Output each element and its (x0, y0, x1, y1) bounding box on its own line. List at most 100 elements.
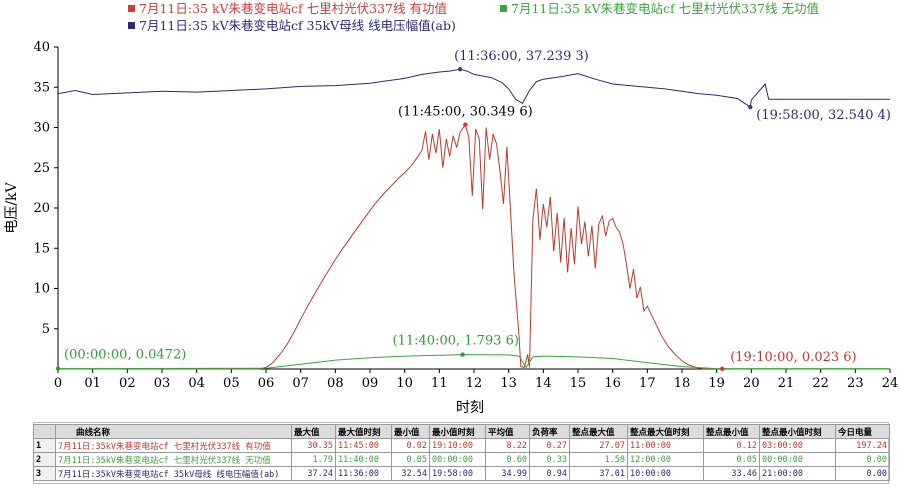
table-row[interactable]: 3 7月11日:35kV朱巷变电站cf 35kV母线 线电压幅值(ab) 37.24… (33, 466, 890, 481)
legend-swatch-line-voltage (128, 22, 135, 29)
table-cell: 0.33 (529, 452, 570, 467)
annotation-label: (11:45:00, 30.349 6) (398, 105, 533, 120)
curve-name-cell: 7月11日:35kV朱巷变电站cf 七里村光伏337线 无功值 (55, 452, 292, 467)
y-tick-label: 35 (33, 80, 50, 95)
annotations: (11:36:00, 37.239 3) (11:45:00, 30.349 6)… (55, 49, 891, 372)
x-tick-label: 16 (604, 376, 621, 391)
row-index: 3 (33, 466, 56, 481)
table-cell: 03:00:00 (759, 438, 836, 453)
annotation-label: (11:36:00, 37.239 3) (454, 49, 589, 64)
legend-swatch-active-power (128, 5, 135, 12)
table-cell: 11:40:00 (335, 452, 392, 467)
legend-swatch-reactive-power (500, 5, 507, 12)
annotation-marker (457, 67, 463, 72)
x-tick-label: 20 (743, 376, 760, 391)
table-cell: 0.27 (529, 438, 570, 453)
x-tick-label: 13 (500, 376, 517, 391)
table-cell: 0.94 (529, 466, 570, 481)
x-tick-label: 02 (119, 376, 136, 391)
x-tick-label: 06 (258, 376, 275, 391)
table-cell: 32.54 (391, 466, 430, 481)
x-tick-label: 01 (84, 376, 101, 391)
x-tick-label: 08 (327, 376, 344, 391)
x-tick-label: 03 (154, 376, 171, 391)
table-cell: 8.22 (485, 438, 530, 453)
table-cell: 11:45:00 (335, 438, 392, 453)
x-tick-label: 14 (535, 376, 552, 391)
annotation-marker (720, 366, 725, 372)
x-tick-label: 0 (54, 376, 62, 391)
x-tick-label: 11 (431, 376, 448, 391)
annotation-marker (463, 122, 468, 127)
curve-name-cell: 7月11日:35kV朱巷变电站cf 七里村光伏337线 有功值 (55, 438, 292, 453)
x-tick-label: 05 (223, 376, 240, 391)
table-header-cell: 整点最小值 (703, 424, 760, 439)
annotation-label: (19:58:00, 32.540 4) (756, 108, 891, 123)
table-header-cell: 最大值时刻 (335, 424, 392, 439)
x-tick-label: 04 (188, 376, 205, 391)
y-tick-label: 5 (42, 322, 50, 337)
annotation-marker (460, 352, 465, 357)
table-header-cell: 曲线名称 (55, 424, 292, 439)
x-ticks: 0 01 02 03 04 05 06 07 08 09 10 11 12 13 14 15 16 17 18 19 2… (54, 369, 898, 391)
legend-label-line-voltage: 7月11日:35 kV朱巷变电站cf 35kV母线 线电压幅值(ab) (139, 18, 456, 33)
row-index: 1 (33, 438, 56, 453)
table-cell: 37.01 (569, 466, 628, 481)
table-header-cell: 平均值 (485, 424, 530, 439)
table-cell: 0.60 (485, 452, 530, 467)
table-header-cell (33, 424, 56, 439)
table-cell: 0.00 (835, 466, 890, 481)
table-cell: 197.24 (835, 438, 890, 453)
x-tick-label: 17 (639, 376, 656, 391)
table-row[interactable]: 1 7月11日:35kV朱巷变电站cf 七里村光伏337线 有功值 30.35 11:… (33, 438, 890, 453)
y-tick-label: 10 (33, 282, 50, 297)
table-cell: 19:58:00 (429, 466, 486, 481)
table-cell: 1.79 (291, 452, 336, 467)
curve-name-cell: 7月11日:35kV朱巷变电站cf 35kV母线 线电压幅值(ab) (55, 466, 292, 481)
table-cell: 1.58 (569, 452, 628, 467)
table-cell: 0.02 (391, 438, 430, 453)
y-tick-label: 20 (33, 201, 50, 216)
table-cell: 10:00:00 (627, 466, 704, 481)
series-line-1 (57, 354, 890, 370)
table-cell: 33.46 (703, 466, 760, 481)
x-tick-label: 18 (674, 376, 691, 391)
x-tick-label: 10 (396, 376, 413, 391)
x-tick-label: 23 (847, 376, 864, 391)
axes: 0 01 02 03 04 05 06 07 08 09 10 11 12 13 14 15 16 17 18 19 2… (4, 40, 898, 416)
table-cell: 00:00:00 (759, 452, 836, 467)
table-cell: 00:00:00 (429, 452, 486, 467)
x-tick-label: 09 (362, 376, 379, 391)
table-cell: 37.24 (291, 466, 336, 481)
annotation-marker (55, 366, 61, 371)
table-cell: 11:36:00 (335, 466, 392, 481)
table-cell: 12:00:00 (627, 452, 704, 467)
table-header-cell: 负荷率 (529, 424, 570, 439)
table-header-cell: 整点最大值时刻 (627, 424, 704, 439)
y-tick-label: 15 (33, 241, 50, 256)
table-cell: 27.07 (569, 438, 628, 453)
x-tick-label: 19 (708, 376, 725, 391)
table-cell: 0.12 (703, 438, 760, 453)
y-ticks: 5 10 15 20 25 30 35 40 (33, 40, 58, 337)
annotation-marker (748, 104, 753, 110)
y-tick-label: 30 (33, 121, 50, 136)
row-index: 2 (33, 452, 56, 467)
y-axis-title: 电压/kV (4, 181, 20, 233)
table-cell: 0.05 (391, 452, 430, 467)
x-tick-label: 22 (812, 376, 829, 391)
annotation-label: (11:40:00, 1.793 6) (393, 334, 519, 349)
table-header-cell: 最大值 (291, 424, 336, 439)
table-header-cell: 整点最大值 (569, 424, 628, 439)
y-tick-label: 25 (33, 161, 50, 176)
stats-table: 曲线名称 最大值 最大值时刻 最小值 最小值时刻 平均值 负荷率 整点最大值 整点最大值时刻 整点… (33, 424, 890, 481)
table-header-cell: 今日电量 (835, 424, 890, 439)
table-header-cell: 最小值 (391, 424, 430, 439)
table-cell: 30.35 (291, 438, 336, 453)
table-cell: 19:10:00 (429, 438, 486, 453)
table-row[interactable]: 2 7月11日:35kV朱巷变电站cf 七里村光伏337线 无功值 1.79 11:4… (33, 452, 890, 467)
chart: 7月11日:35 kV朱巷变电站cf 七里村光伏337线 有功值 7月11日:3… (4, 1, 898, 416)
y-tick-label: 40 (33, 40, 50, 55)
x-axis-title: 时刻 (456, 400, 484, 416)
table-header-cell: 整点最小值时刻 (759, 424, 836, 439)
